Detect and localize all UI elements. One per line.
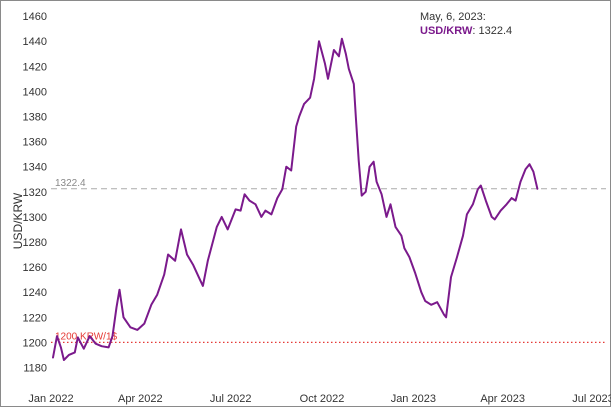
y-tick-label: 1340: [23, 162, 47, 174]
y-axis-label: USD/KRW: [11, 192, 25, 249]
y-tick-label: 1440: [23, 36, 47, 48]
y-tick-label: 1360: [23, 137, 47, 149]
tooltip-date: May, 6, 2023:: [420, 11, 486, 23]
reference-line-label: 1200 KRW/1$: [55, 331, 118, 342]
y-tick-label: 1380: [23, 112, 47, 124]
x-tick-label: Apr 2023: [480, 393, 525, 405]
tooltip: May, 6, 2023: USD/KRW: 1322.4: [420, 11, 512, 37]
y-tick-label: 1460: [23, 11, 47, 23]
tooltip-value-line: USD/KRW: 1322.4: [420, 25, 512, 37]
x-tick-label: Oct 2022: [300, 393, 345, 405]
tooltip-value: 1322.4: [478, 25, 512, 37]
y-tick-label: 1420: [23, 61, 47, 73]
x-tick-label: Jul 2022: [210, 393, 252, 405]
reference-line-label: 1322.4: [55, 178, 86, 189]
y-tick-label: 1200: [23, 337, 47, 349]
tooltip-series-label: USD/KRW: [420, 25, 473, 37]
x-tick-label: Apr 2022: [118, 393, 163, 405]
y-tick-label: 1260: [23, 262, 47, 274]
reference-lines: 1322.4 1200 KRW/1$: [51, 178, 606, 343]
y-tick-label: 1240: [23, 287, 47, 299]
series-line-usd-krw: [52, 37, 539, 361]
x-tick-label: Jan 2022: [28, 393, 73, 405]
tooltip-colon: :: [472, 25, 478, 37]
y-axis-tick-labels: 1180 1200 1220 1240 1260 1280 1300 1320 1340 1360…: [23, 11, 47, 374]
y-tick-label: 1220: [23, 312, 47, 324]
x-axis-tick-labels: Jan 2022 Apr 2022 Jul 2022 Oct 2022 Jan 2023…: [28, 393, 611, 405]
x-tick-label: Jan 2023: [391, 393, 436, 405]
y-tick-label: 1400: [23, 86, 47, 98]
y-tick-label: 1300: [23, 212, 47, 224]
x-tick-label: Jul 2023: [572, 393, 611, 405]
y-tick-label: 1280: [23, 237, 47, 249]
y-tick-label: 1320: [23, 187, 47, 199]
y-tick-label: 1180: [23, 363, 47, 375]
